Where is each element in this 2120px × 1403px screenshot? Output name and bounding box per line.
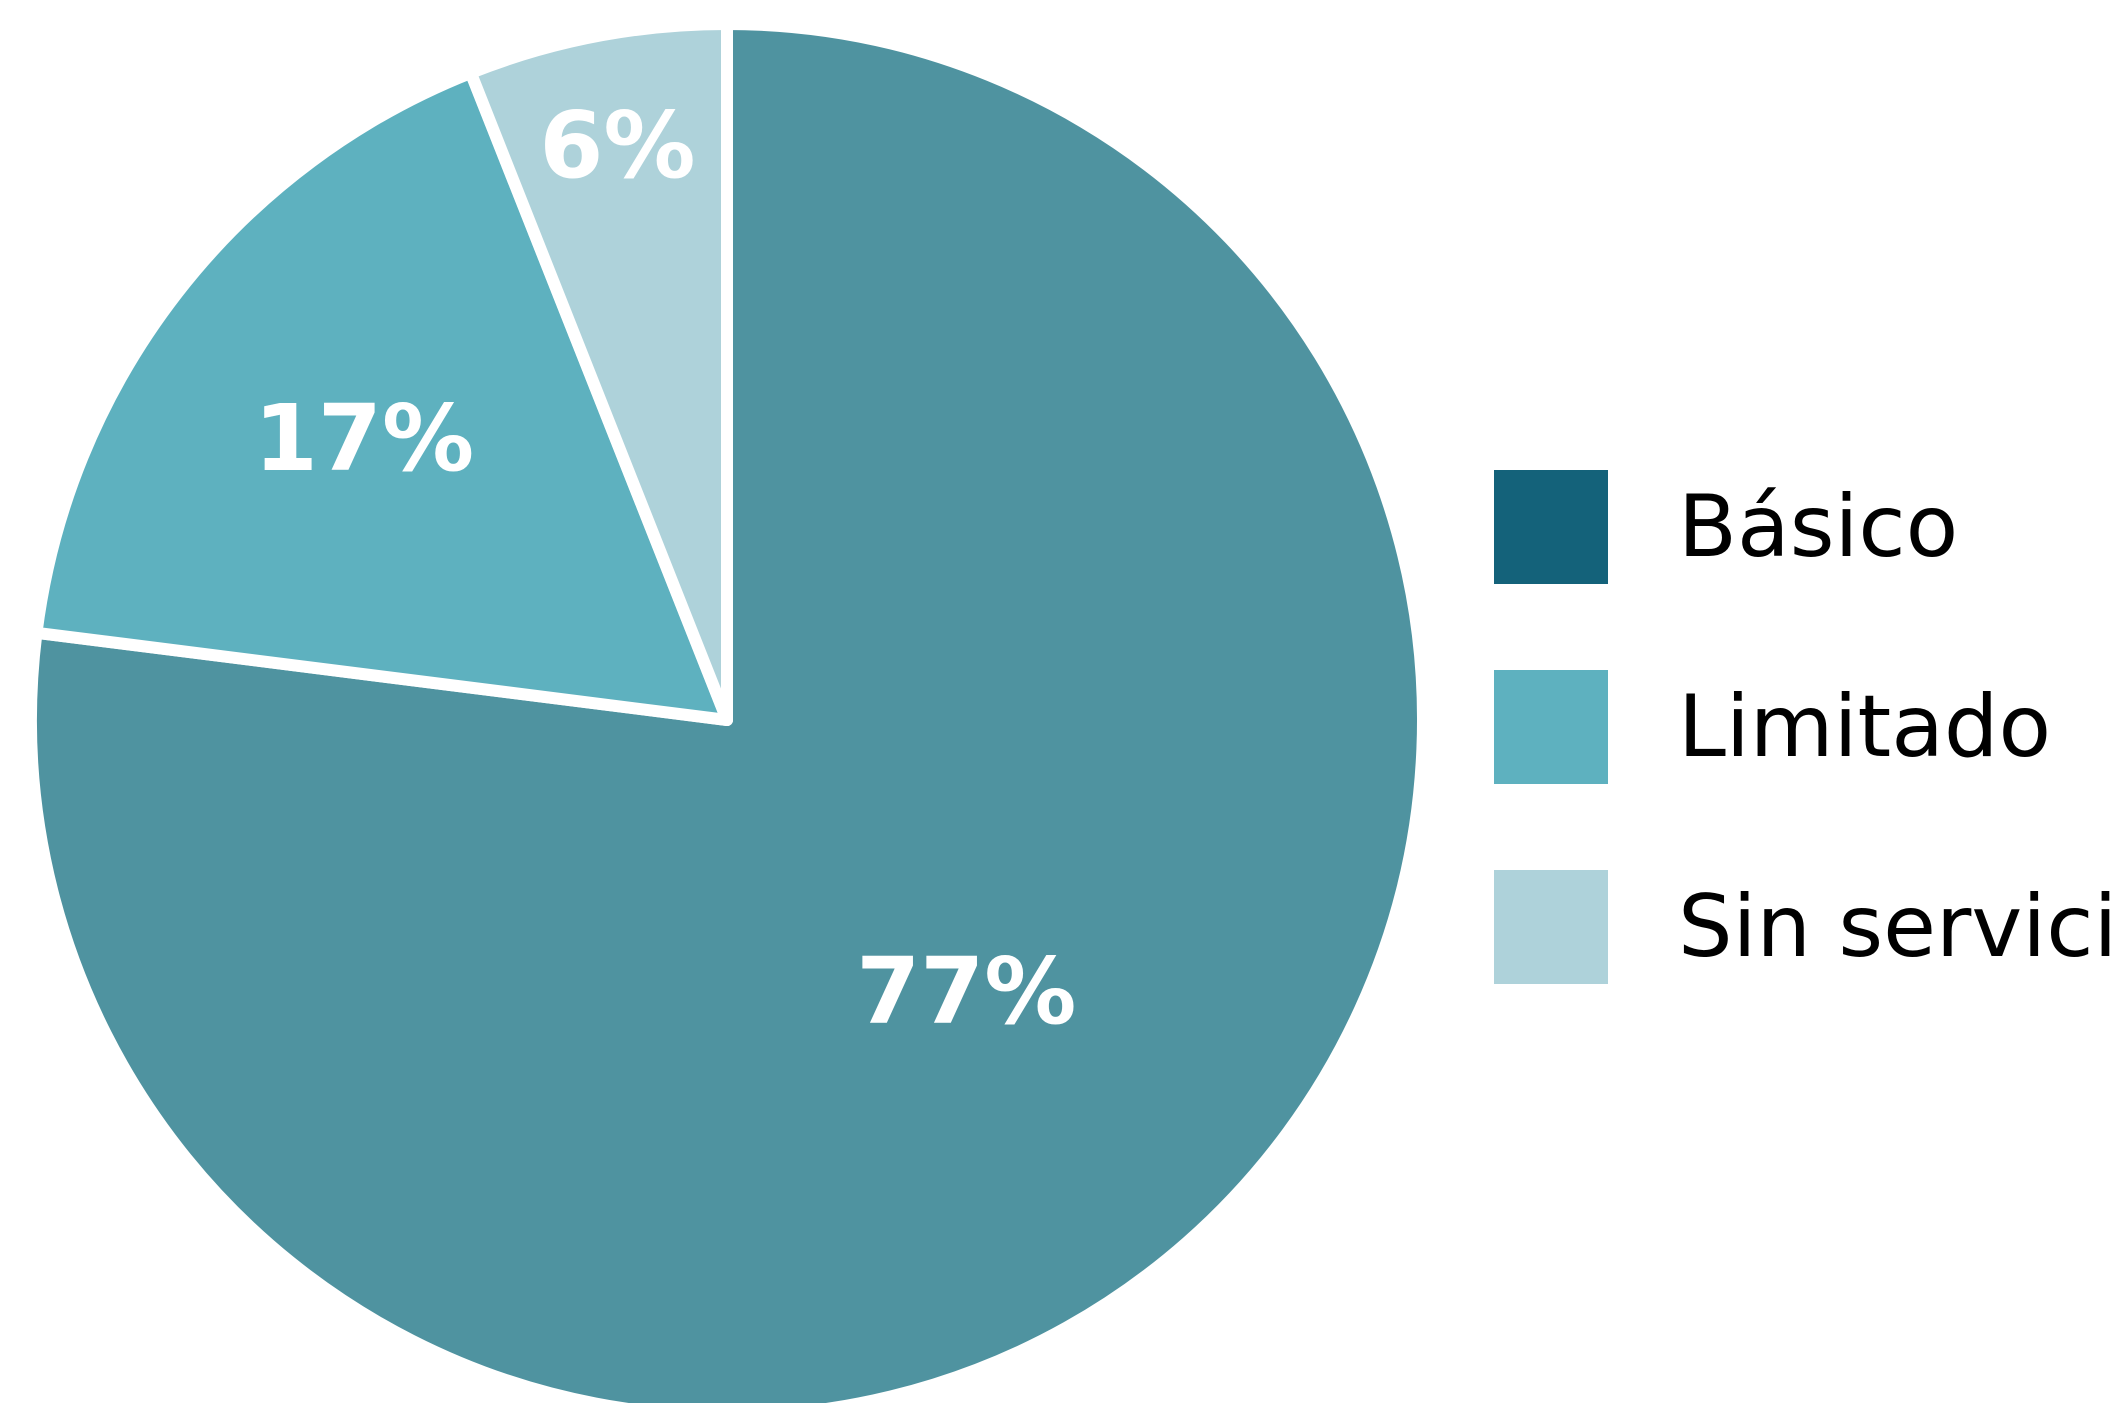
slice-label-sin-servicio: 6% xyxy=(539,92,695,199)
legend-swatch-basico xyxy=(1494,470,1608,584)
pie-slice-sin-servicio xyxy=(464,18,733,726)
pie-slices xyxy=(25,18,1429,1403)
legend: Básico Limitado Sin servicio xyxy=(1494,470,2120,984)
legend-label-limitado: Limitado xyxy=(1678,677,2051,777)
pie-slice-limitado xyxy=(30,66,733,726)
slice-label-basico: 77% xyxy=(856,938,1076,1045)
legend-swatch-limitado xyxy=(1494,670,1608,784)
legend-label-basico: Básico xyxy=(1678,477,1958,577)
legend-label-sin-servicio: Sin servicio xyxy=(1678,877,2120,977)
slice-label-limitado: 17% xyxy=(254,385,474,492)
pie-slice-labels: 77% 17% 6% xyxy=(254,92,1077,1045)
legend-swatch-sin-servicio xyxy=(1494,870,1608,984)
